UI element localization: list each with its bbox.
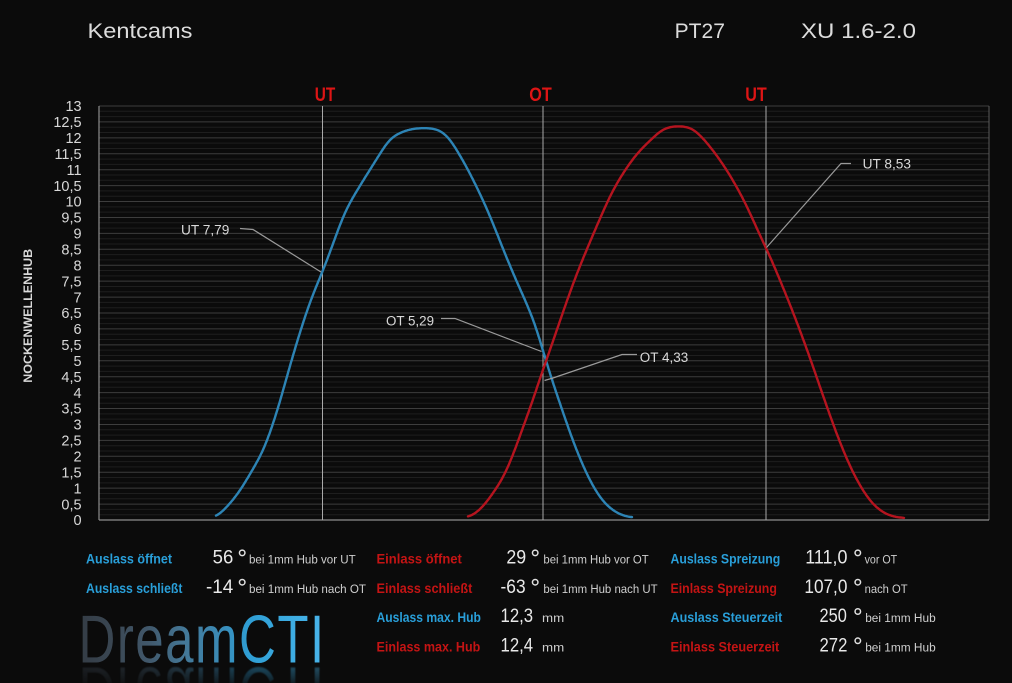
svg-text:5,5: 5,5 [61, 338, 81, 354]
svg-text:NOCKENWELLENHUB: NOCKENWELLENHUB [21, 248, 35, 382]
svg-text:-63: -63 [501, 576, 526, 598]
svg-text:250: 250 [820, 605, 847, 627]
svg-text:1,5: 1,5 [61, 465, 81, 481]
svg-text:Auslass Steuerzeit: Auslass Steuerzeit [671, 610, 783, 625]
svg-text:-14: -14 [206, 576, 233, 598]
svg-text:mm: mm [542, 611, 564, 625]
svg-text:bei 1mm Hub vor UT: bei 1mm Hub vor UT [249, 553, 356, 567]
svg-text:2: 2 [74, 450, 82, 466]
svg-text:13: 13 [65, 99, 81, 115]
svg-text:11: 11 [67, 163, 82, 179]
svg-text:8: 8 [74, 258, 82, 274]
svg-text:DreamCTI: DreamCTI [79, 601, 326, 677]
svg-text:12: 12 [65, 131, 81, 147]
svg-text:8,5: 8,5 [61, 243, 81, 259]
svg-text:mm: mm [542, 640, 564, 654]
svg-text:11,5: 11,5 [54, 147, 81, 163]
svg-text:12,4: 12,4 [501, 634, 534, 656]
svg-text:4,5: 4,5 [61, 370, 81, 386]
svg-text:107,0: 107,0 [804, 576, 847, 598]
svg-text:4: 4 [74, 386, 82, 402]
svg-text:0: 0 [74, 513, 82, 529]
svg-text:3: 3 [74, 418, 82, 434]
svg-text:Auslass schließt: Auslass schließt [86, 581, 183, 596]
svg-text:0,5: 0,5 [61, 497, 81, 513]
svg-text:Auslass max. Hub: Auslass max. Hub [377, 610, 481, 625]
svg-text:3,5: 3,5 [61, 402, 81, 418]
svg-text:OT 4,33: OT 4,33 [640, 350, 688, 365]
svg-text:9: 9 [74, 227, 82, 243]
svg-text:nach OT: nach OT [865, 582, 908, 596]
svg-text:XU 1.6-2.0: XU 1.6-2.0 [801, 19, 916, 43]
svg-text:56: 56 [213, 547, 234, 569]
svg-text:9,5: 9,5 [61, 211, 81, 227]
svg-text:UT: UT [745, 85, 767, 106]
svg-text:10,5: 10,5 [53, 179, 81, 195]
svg-text:Auslass Spreizung: Auslass Spreizung [671, 552, 781, 567]
svg-text:bei 1mm Hub vor OT: bei 1mm Hub vor OT [543, 553, 649, 567]
svg-text:bei 1mm Hub nach OT: bei 1mm Hub nach OT [249, 582, 366, 596]
svg-text:272: 272 [820, 634, 848, 656]
svg-text:Einlass schließt: Einlass schließt [377, 581, 473, 596]
svg-text:Einlass Steuerzeit: Einlass Steuerzeit [671, 639, 780, 654]
svg-text:10: 10 [65, 195, 81, 211]
svg-text:7: 7 [74, 290, 82, 306]
svg-text:Auslass öffnet: Auslass öffnet [86, 552, 173, 567]
svg-text:UT 8,53: UT 8,53 [863, 157, 911, 172]
svg-text:1: 1 [74, 481, 82, 497]
svg-text:Kentcams: Kentcams [88, 19, 193, 43]
svg-text:UT 7,79: UT 7,79 [181, 222, 229, 237]
svg-text:UT: UT [315, 85, 336, 106]
svg-text:Einlass öffnet: Einlass öffnet [377, 552, 463, 567]
svg-text:2,5: 2,5 [61, 434, 81, 450]
svg-text:bei 1mm Hub: bei 1mm Hub [865, 611, 936, 625]
svg-text:7,5: 7,5 [61, 274, 81, 290]
svg-text:OT 5,29: OT 5,29 [386, 314, 434, 329]
svg-text:12,3: 12,3 [501, 605, 534, 627]
svg-text:6: 6 [74, 322, 82, 338]
svg-text:111,0: 111,0 [805, 547, 847, 569]
svg-text:29: 29 [506, 547, 526, 569]
svg-text:Einlass Spreizung: Einlass Spreizung [671, 581, 777, 596]
svg-text:Einlass max. Hub: Einlass max. Hub [377, 639, 481, 654]
svg-text:DreamCTI: DreamCTI [79, 653, 326, 683]
svg-text:6,5: 6,5 [61, 306, 81, 322]
svg-text:PT27: PT27 [675, 19, 725, 43]
svg-text:vor OT: vor OT [865, 553, 898, 567]
svg-text:12,5: 12,5 [53, 115, 81, 131]
svg-text:bei 1mm Hub: bei 1mm Hub [865, 640, 936, 654]
svg-text:bei 1mm Hub nach UT: bei 1mm Hub nach UT [543, 582, 658, 596]
svg-text:OT: OT [529, 85, 552, 106]
svg-text:5: 5 [74, 354, 82, 370]
